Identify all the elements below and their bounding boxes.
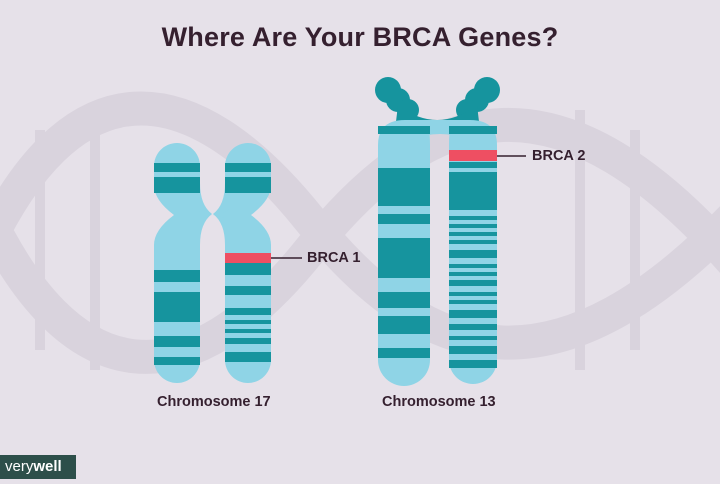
brca2-band [449,150,497,161]
chromosome-13-label: Chromosome 13 [382,394,496,410]
chromosome-13 [375,77,526,386]
chromosome-13-top-bridge [410,120,470,140]
chromosome-13-left-bands [378,126,430,358]
logo-text-very: very [5,458,34,475]
brca2-label: BRCA 2 [532,148,586,164]
brca1-band [225,253,271,263]
chromosome-17 [154,143,302,383]
chromosome-13-right-bands [449,126,497,368]
brca1-label: BRCA 1 [307,250,361,266]
logo-text-well: well [33,458,62,475]
chromosome-17-right-bands [225,163,271,362]
chromosome-17-left-bands [154,163,200,365]
chromosome-17-centromere [190,205,235,225]
verywell-logo: verywell [0,455,76,479]
chromosome-17-left-chromatid [154,143,212,383]
chromosome-17-label: Chromosome 17 [157,394,271,410]
diagram-title: Where Are Your BRCA Genes? [161,22,559,52]
dna-helix-watermark [0,91,720,374]
